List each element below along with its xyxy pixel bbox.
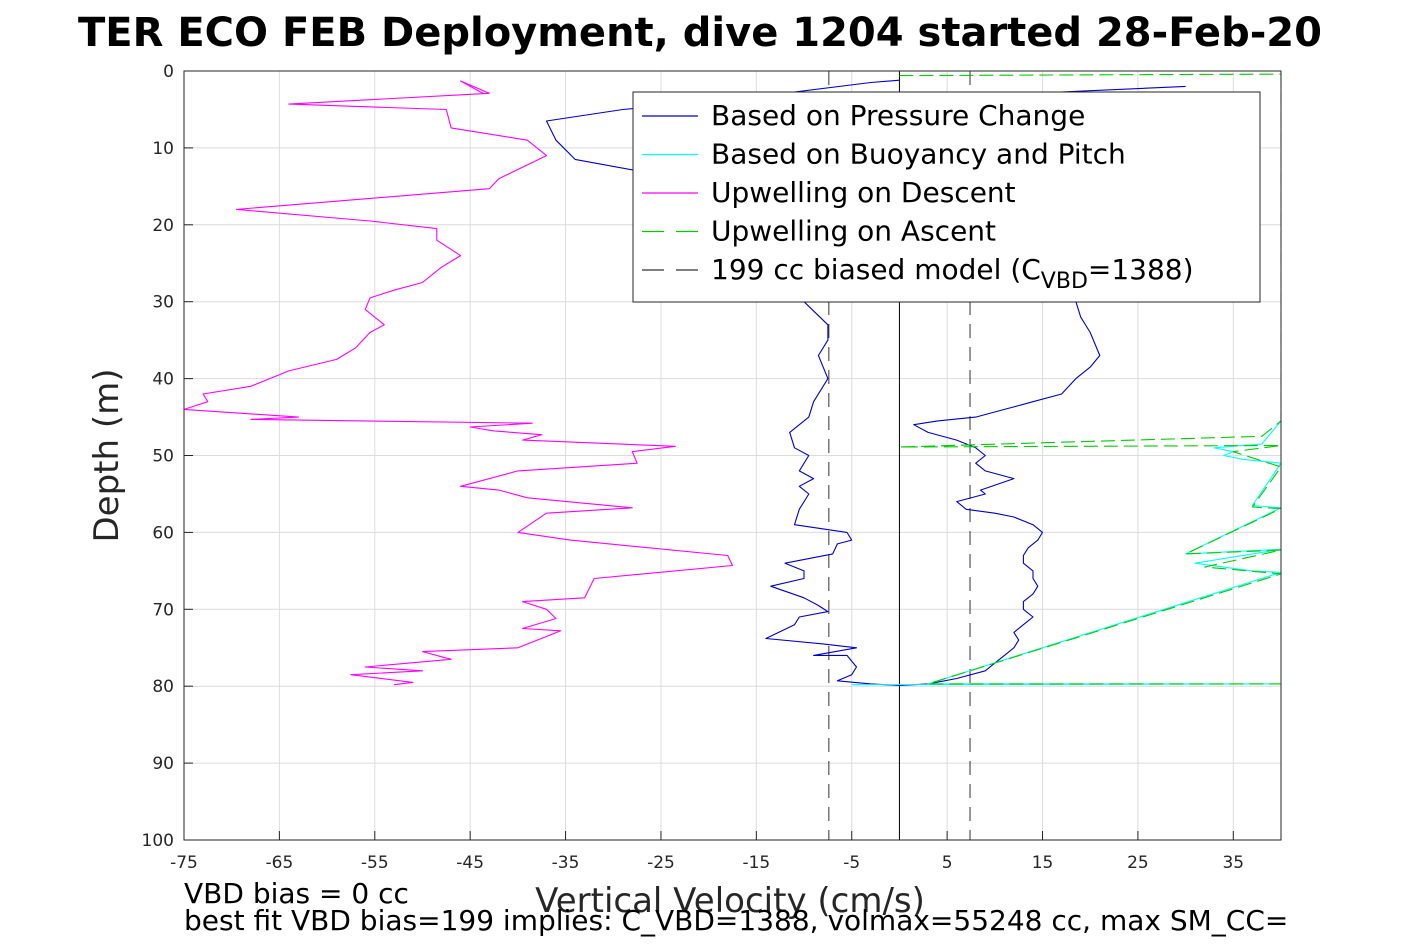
y-tick-label: 60 bbox=[152, 523, 174, 543]
y-tick-label: 90 bbox=[152, 754, 174, 774]
y-tick-label: 0 bbox=[163, 62, 174, 82]
x-tick-label: -35 bbox=[552, 853, 580, 873]
y-tick-label: 20 bbox=[152, 216, 174, 236]
x-tick-label: -75 bbox=[170, 853, 198, 873]
x-tick-label: -45 bbox=[456, 853, 484, 873]
y-axis-label: Depth (m) bbox=[87, 368, 127, 542]
legend-label: Upwelling on Ascent bbox=[711, 215, 996, 248]
legend: Based on Pressure Change Based on Buoyanc… bbox=[632, 91, 1261, 303]
x-tick-label: 15 bbox=[1032, 853, 1054, 873]
y-tick-label: 10 bbox=[152, 139, 174, 159]
x-tick-label: 25 bbox=[1127, 853, 1149, 873]
chart-title: TER ECO FEB Deployment, dive 1204 starte… bbox=[78, 10, 1322, 56]
y-tick-label: 40 bbox=[152, 370, 174, 390]
y-tick-labels: 0 10 20 30 40 50 60 70 80 90 100 bbox=[142, 62, 174, 851]
y-tick-label: 70 bbox=[152, 600, 174, 620]
x-tick-label: -25 bbox=[647, 853, 675, 873]
legend-box bbox=[632, 91, 1261, 303]
legend-label: Based on Buoyancy and Pitch bbox=[711, 138, 1126, 171]
x-tick-label: -15 bbox=[742, 853, 770, 873]
x-tick-label: -5 bbox=[843, 853, 860, 873]
legend-label: Based on Pressure Change bbox=[711, 99, 1085, 132]
footer-line-2: best fit VBD bias=199 implies: C_VBD=138… bbox=[184, 904, 1288, 937]
series-line bbox=[184, 80, 734, 686]
y-tick-label: 80 bbox=[152, 677, 174, 697]
y-tick-label: 30 bbox=[152, 293, 174, 313]
series-line bbox=[898, 73, 1281, 685]
footer-line-1: VBD bias = 0 cc bbox=[184, 877, 409, 910]
series-line bbox=[899, 85, 1186, 686]
x-tick-label: 5 bbox=[942, 853, 953, 873]
x-axis-label: Vertical Velocity (cm/s) bbox=[535, 881, 925, 921]
x-tick-label: -55 bbox=[361, 853, 389, 873]
plot-frame bbox=[183, 70, 1282, 841]
plot-series bbox=[184, 73, 1281, 686]
x-tick-label: -65 bbox=[266, 853, 294, 873]
y-tick-label: 50 bbox=[152, 447, 174, 467]
legend-label: Upwelling on Descent bbox=[711, 176, 1016, 209]
x-tick-labels: -75 -65 -55 -45 -35 -25 -15 -5 5 15 25 35 bbox=[170, 853, 1244, 873]
y-tick-label: 100 bbox=[142, 831, 174, 851]
x-tick-label: 35 bbox=[1222, 853, 1244, 873]
